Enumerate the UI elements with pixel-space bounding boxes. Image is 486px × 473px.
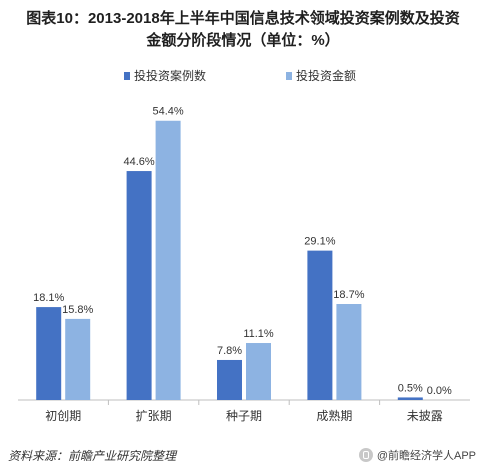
bar xyxy=(126,171,152,400)
chart-title-line-2: 金额分阶段情况（单位：%） xyxy=(146,32,340,49)
bar xyxy=(155,120,181,400)
legend-label: 投投资案例数 xyxy=(134,68,206,83)
data-label: 18.1% xyxy=(33,292,64,304)
bar xyxy=(336,304,362,400)
bar xyxy=(65,318,91,400)
chart-title-line-1: 图表10：2013-2018年上半年中国信息技术领域投资案例数及投资 xyxy=(26,10,460,27)
data-label: 0.0% xyxy=(427,385,452,397)
x-tick-label: 成熟期 xyxy=(316,408,352,423)
legend-swatch xyxy=(286,72,292,80)
data-label: 15.8% xyxy=(62,304,93,316)
bar xyxy=(217,359,242,400)
chart-title: 图表10：2013-2018年上半年中国信息技术领域投资案例数及投资 金额分阶段… xyxy=(0,8,486,52)
data-label: 29.1% xyxy=(304,236,335,248)
x-tick-label: 种子期 xyxy=(226,409,262,423)
bar xyxy=(397,397,423,400)
x-tick-label: 初创期 xyxy=(45,409,81,423)
bar xyxy=(246,343,271,400)
x-tick-label: 扩张期 xyxy=(136,409,172,423)
data-label: 44.6% xyxy=(123,156,154,168)
data-label: 0.5% xyxy=(398,382,423,394)
brand-logo-icon xyxy=(358,448,373,462)
bar xyxy=(307,250,333,400)
data-label: 7.8% xyxy=(217,345,242,357)
brand-label: @前瞻经济学人APP xyxy=(376,450,476,462)
data-label: 11.1% xyxy=(243,328,274,340)
legend-label: 投投资金额 xyxy=(296,68,356,83)
source-note: 资料来源：前瞻产业研究院整理 xyxy=(8,449,177,463)
legend-swatch xyxy=(124,72,130,80)
brand-watermark: @前瞻经济学人APP xyxy=(358,447,476,463)
data-label: 54.4% xyxy=(152,106,183,118)
x-tick-label: 未披露 xyxy=(407,409,443,423)
data-label: 18.7% xyxy=(333,289,364,301)
bar xyxy=(36,307,62,400)
